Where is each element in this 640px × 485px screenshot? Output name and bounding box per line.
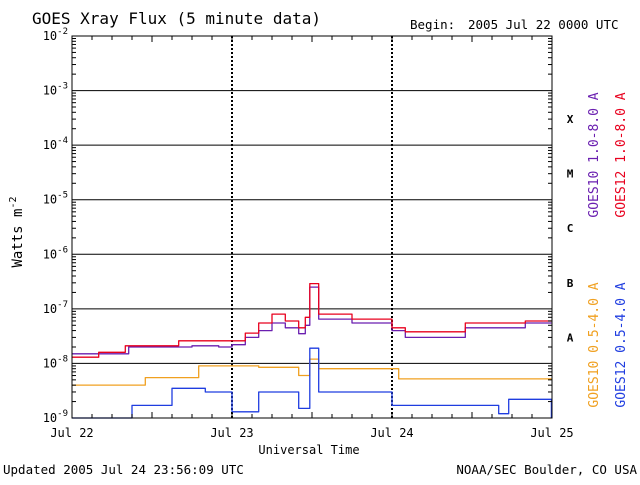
- x-tick-label: Jul 22: [50, 426, 93, 440]
- series-line: [72, 347, 553, 419]
- y-tick-label: 10-8: [43, 354, 68, 370]
- plot-frame: [71, 35, 553, 419]
- series-line: [72, 282, 552, 358]
- y-tick-label: 10-2: [43, 27, 68, 43]
- x-tick-label: Jul 24: [370, 426, 413, 440]
- credit-text: NOAA/SEC Boulder, CO USA: [456, 462, 637, 477]
- updated-timestamp: Updated 2005 Jul 24 23:56:09 UTC: [3, 462, 244, 477]
- legend: GOES10 1.0-8.0 A GOES12 1.0-8.0 A GOES10 0…: [587, 92, 629, 407]
- y-tick-label: 10-5: [43, 191, 68, 207]
- y-tick-label: 10-4: [43, 136, 68, 152]
- flare-class-b: B: [567, 277, 574, 290]
- y-axis-title-base: Watts m: [10, 209, 26, 268]
- y-tick-label: 10-7: [43, 300, 68, 316]
- legend-entry: GOES10 1.0-8.0 A: [587, 92, 602, 217]
- begin-label: Begin:: [410, 17, 455, 32]
- flare-class-m: M: [567, 168, 574, 181]
- begin-value: 2005 Jul 22 0000 UTC: [468, 17, 619, 32]
- grid-lines: [72, 36, 552, 418]
- series-line: [72, 286, 552, 355]
- flare-class-c: C: [567, 222, 574, 235]
- y-axis-title-exponent: -2: [8, 196, 19, 208]
- x-tick-label: Jul 25: [530, 426, 573, 440]
- legend-entry: GOES10 0.5-4.0 A: [587, 282, 602, 407]
- x-tick-label: Jul 23: [210, 426, 253, 440]
- y-tick-label: 10-6: [43, 245, 68, 261]
- svg-text:Watts m-2: Watts m-2: [8, 196, 26, 267]
- axis-ticks: 10-9 10-8 10-7 10-6 10-5 10-4 10-3 10-2 Jul 22 Ju…: [43, 27, 574, 440]
- series-lines: [72, 282, 553, 419]
- legend-entry: GOES12 0.5-4.0 A: [614, 282, 629, 407]
- x-axis-title: Universal Time: [258, 443, 359, 457]
- y-tick-label: 10-9: [43, 409, 68, 425]
- flare-class-a: A: [567, 331, 574, 344]
- series-line: [72, 358, 552, 386]
- flare-class-labels: A B C M X: [567, 113, 574, 344]
- y-tick-label: 10-3: [43, 82, 68, 98]
- legend-entry: GOES12 1.0-8.0 A: [614, 92, 629, 217]
- chart-title: GOES Xray Flux (5 minute data): [32, 9, 321, 28]
- flare-class-x: X: [567, 113, 574, 126]
- y-axis-title: Watts m-2: [8, 196, 26, 267]
